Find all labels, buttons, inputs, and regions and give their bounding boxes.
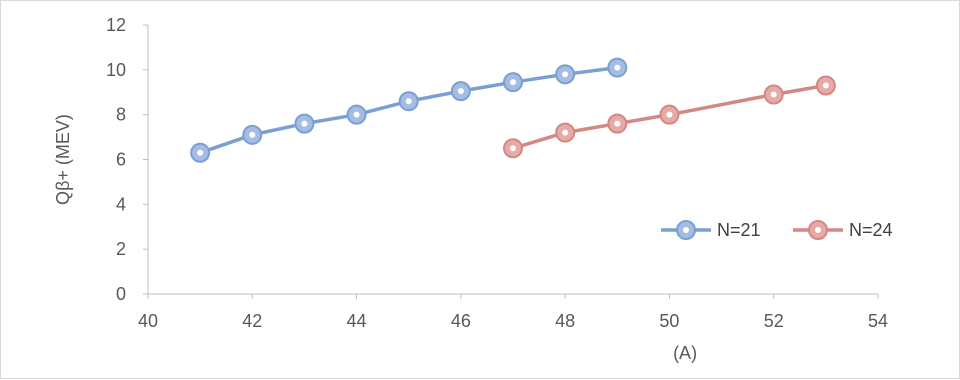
x-tick-label: 42 [242, 311, 262, 331]
data-point-center [249, 131, 256, 138]
legend-swatch-center [683, 227, 689, 233]
series-n-24 [503, 75, 836, 159]
x-tick-label: 46 [451, 311, 471, 331]
data-point-center [770, 91, 777, 98]
data-point-center [301, 120, 308, 127]
data-point-center [405, 98, 412, 105]
data-point-center [614, 64, 621, 71]
x-tick-label: 40 [138, 311, 158, 331]
data-point-center [822, 82, 829, 89]
y-tick-label: 2 [116, 239, 126, 259]
x-tick-label: 54 [868, 311, 888, 331]
data-point-center [666, 111, 673, 118]
y-tick-label: 8 [116, 105, 126, 125]
y-tick-label: 0 [116, 284, 126, 304]
axes [147, 25, 878, 295]
data-point-center [510, 145, 516, 152]
data-point-center [562, 71, 569, 78]
data-point-center [510, 79, 516, 86]
legend-label: N=21 [717, 220, 761, 240]
legend-item: N=21 [661, 220, 761, 240]
series-n-21 [190, 57, 628, 163]
legend-item: N=24 [793, 220, 893, 240]
data-point-center [197, 149, 204, 156]
x-tick-label: 50 [659, 311, 679, 331]
legend-swatch-center [815, 227, 821, 233]
data-point-center [562, 129, 569, 136]
data-point-center [614, 120, 621, 127]
y-tick-label: 6 [116, 150, 126, 170]
data-point-center [353, 111, 360, 118]
legend-label: N=24 [849, 220, 893, 240]
x-tick-label: 44 [347, 311, 367, 331]
y-tick-label: 12 [106, 15, 126, 35]
x-tick-label: 52 [764, 311, 784, 331]
series-layer [190, 57, 836, 163]
y-tick-label: 10 [106, 60, 126, 80]
y-axis-title: Qβ+ (MEV) [53, 114, 73, 205]
y-tick-label: 4 [116, 194, 126, 214]
legend: N=21 N=24 [661, 220, 893, 240]
x-axis-title: (A) [673, 343, 697, 363]
data-point-center [457, 88, 464, 95]
x-tick-label: 48 [555, 311, 575, 331]
